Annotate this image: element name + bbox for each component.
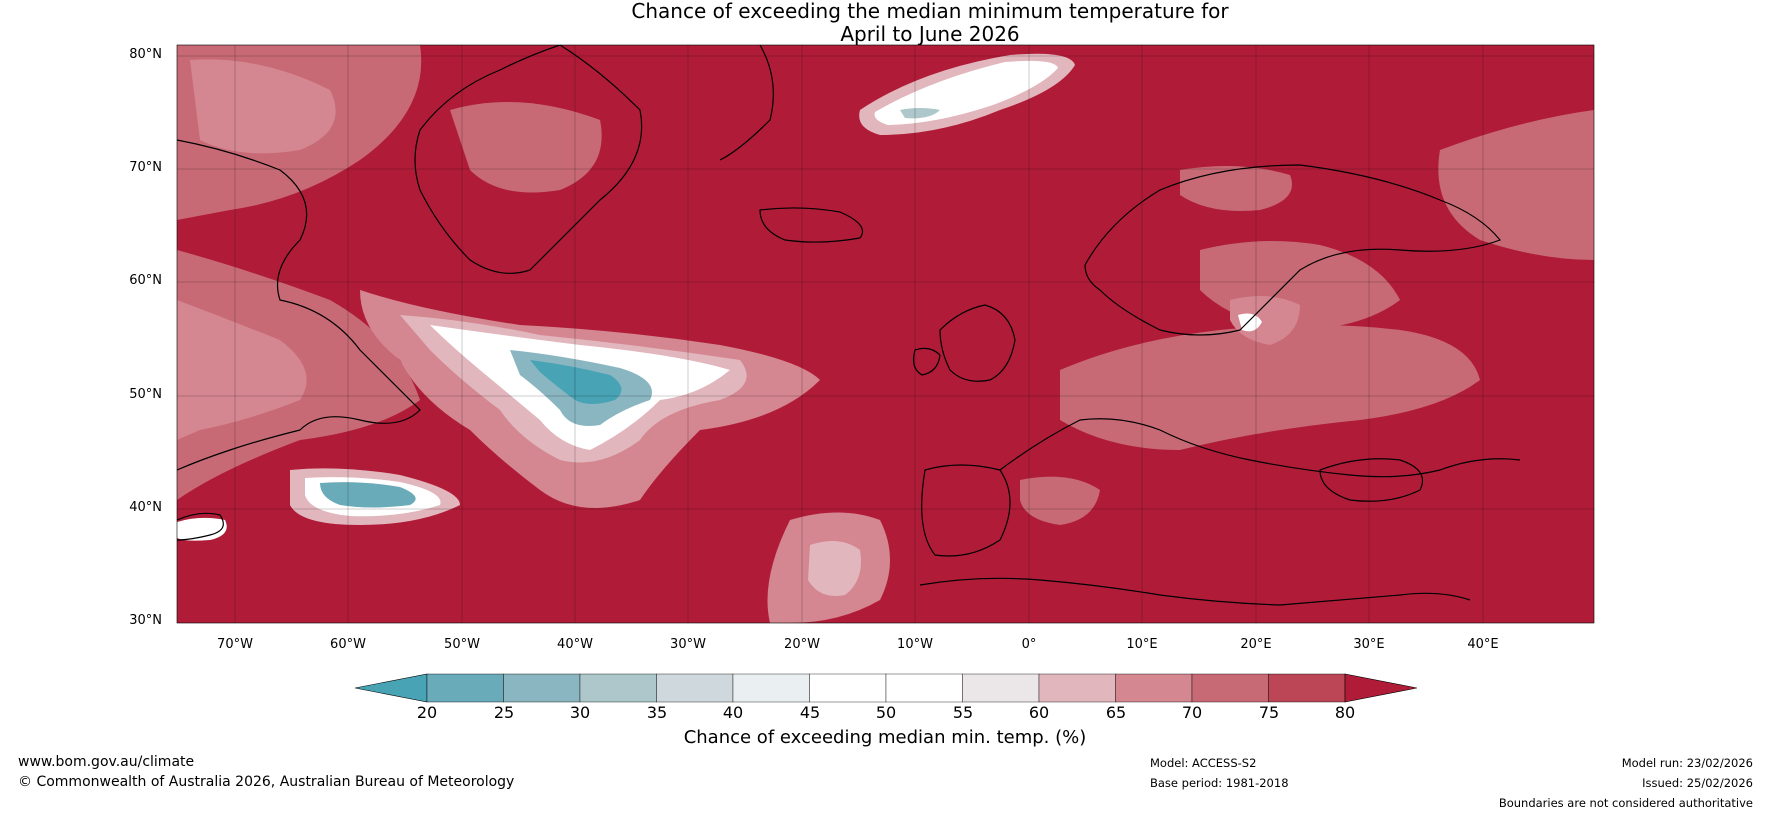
colorbar-segment xyxy=(1268,673,1346,703)
probability-region xyxy=(177,300,307,440)
base-period-text: Base period: 1981-2018 xyxy=(1150,776,1289,790)
colorbar-segment xyxy=(1115,673,1193,703)
colorbar-segment xyxy=(885,673,963,703)
north-africa-coast xyxy=(919,577,1471,606)
colorbar-segment xyxy=(656,673,734,703)
issued-text: Issued: 25/02/2026 xyxy=(1642,776,1753,790)
probability-region xyxy=(1180,166,1292,211)
lat-label-70n: 70°N xyxy=(129,160,162,175)
website-link[interactable]: www.bom.gov.au/climate xyxy=(18,754,195,770)
british-isles-coast xyxy=(939,304,1016,382)
title-line-2: April to June 2026 xyxy=(840,22,1020,46)
probability-field xyxy=(177,45,1594,623)
greenland-east-coast xyxy=(719,45,774,161)
colorbar-tick-50: 50 xyxy=(875,703,897,722)
colorbar-segment xyxy=(503,673,581,703)
probability-region xyxy=(1238,313,1262,332)
colorbar-segment xyxy=(809,673,887,703)
europe-south-coast xyxy=(999,418,1521,478)
colorbar-tick-65: 65 xyxy=(1105,703,1127,722)
probability-region xyxy=(1020,476,1100,525)
model-run-text: Model run: 23/02/2026 xyxy=(1621,756,1753,770)
probability-region xyxy=(808,541,861,596)
probability-region xyxy=(450,102,602,193)
probability-region xyxy=(177,517,227,541)
iceland-coast xyxy=(759,207,864,243)
lon-label-20w: 20°W xyxy=(784,637,820,652)
colorbar-segment xyxy=(732,673,810,703)
colorbar-extend-high xyxy=(1344,673,1418,703)
coastlines xyxy=(177,45,1521,606)
map-frame xyxy=(176,44,1595,624)
lon-label-60w: 60°W xyxy=(330,637,366,652)
colorbar-tick-20: 20 xyxy=(416,703,438,722)
lon-label-70w: 70°W xyxy=(217,637,253,652)
lon-label-50w: 50°W xyxy=(444,637,480,652)
colorbar-label: Chance of exceeding median min. temp. (%… xyxy=(683,727,1087,748)
colorbar-segment xyxy=(426,673,504,703)
probability-region xyxy=(190,59,336,154)
greenland-coast xyxy=(414,45,643,274)
lon-label-20e: 20°E xyxy=(1240,637,1272,652)
colorbar-tick-60: 60 xyxy=(1028,703,1050,722)
model-text: Model: ACCESS-S2 xyxy=(1150,756,1257,770)
colorbar-segment xyxy=(1038,673,1116,703)
colorbar-tick-25: 25 xyxy=(493,703,515,722)
lon-label-30w: 30°W xyxy=(670,637,706,652)
north-america-coast xyxy=(177,512,224,541)
scandinavia-coast xyxy=(1084,164,1501,336)
colorbar-tick-45: 45 xyxy=(799,703,821,722)
lon-label-40w: 40°W xyxy=(557,637,593,652)
lon-label-0: 0° xyxy=(1021,637,1037,652)
probability-region xyxy=(900,108,940,119)
colorbar-tick-80: 80 xyxy=(1334,703,1356,722)
lon-label-10e: 10°E xyxy=(1126,637,1158,652)
probability-region xyxy=(1060,325,1480,450)
lon-label-30e: 30°E xyxy=(1353,637,1385,652)
black-sea-coast xyxy=(1319,458,1424,502)
lat-label-60n: 60°N xyxy=(129,273,162,288)
colorbar xyxy=(354,673,1418,703)
colorbar-segment xyxy=(579,673,657,703)
north-america-coast xyxy=(177,139,421,471)
colorbar-segment xyxy=(962,673,1040,703)
copyright-text: © Commonwealth of Australia 2026, Austra… xyxy=(18,774,515,790)
lat-label-80n: 80°N xyxy=(129,47,162,62)
colorbar-tick-55: 55 xyxy=(952,703,974,722)
colorbar-tick-70: 70 xyxy=(1181,703,1203,722)
probability-region xyxy=(1230,296,1300,345)
colorbar-extend-low xyxy=(354,673,428,703)
probability-region xyxy=(320,482,416,508)
lat-label-40n: 40°N xyxy=(129,500,162,515)
colorbar-tick-35: 35 xyxy=(646,703,668,722)
probability-region xyxy=(1438,110,1594,260)
title-line-1: Chance of exceeding the median minimum t… xyxy=(631,0,1229,23)
colorbar-tick-40: 40 xyxy=(722,703,744,722)
lat-label-50n: 50°N xyxy=(129,387,162,402)
colorbar-segment xyxy=(1191,673,1269,703)
graticule xyxy=(177,45,1594,623)
iberia-coast xyxy=(921,464,1011,557)
probability-region xyxy=(530,360,622,404)
lon-label-40e: 40°E xyxy=(1467,637,1499,652)
disclaimer-text: Boundaries are not considered authoritat… xyxy=(1498,796,1753,810)
colorbar-tick-30: 30 xyxy=(569,703,591,722)
chart-title: Chance of exceeding the median minimum t… xyxy=(0,0,1770,46)
colorbar-tick-75: 75 xyxy=(1258,703,1280,722)
lon-label-10w: 10°W xyxy=(897,637,933,652)
ireland-coast xyxy=(912,347,941,376)
lat-label-30n: 30°N xyxy=(129,613,162,628)
